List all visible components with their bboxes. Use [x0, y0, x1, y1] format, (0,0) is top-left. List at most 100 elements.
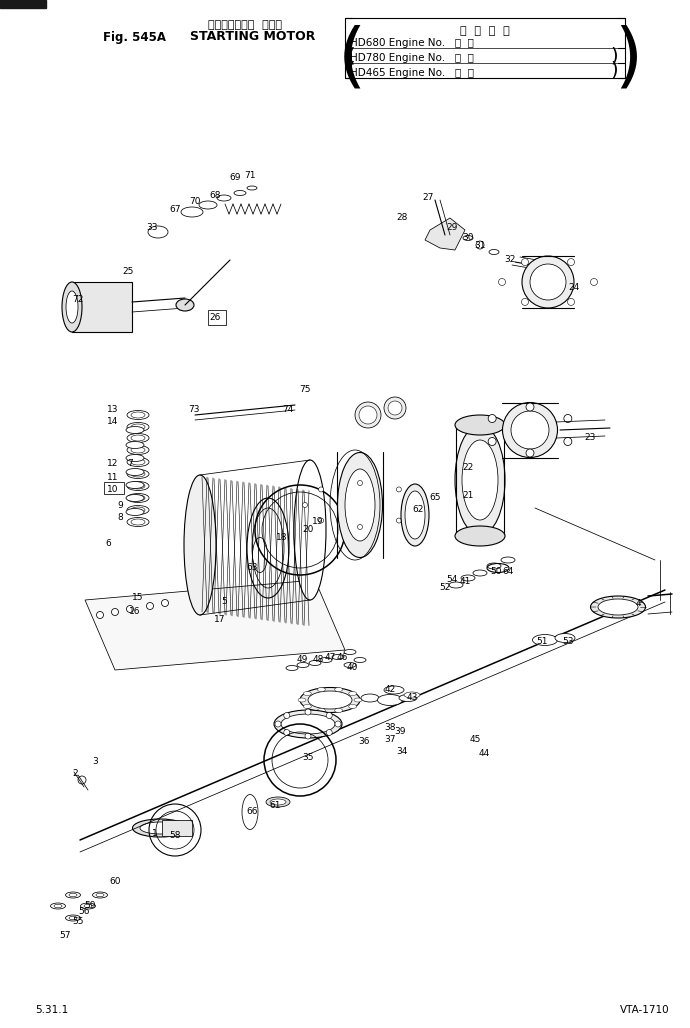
Ellipse shape [344, 650, 356, 655]
Text: 30: 30 [462, 233, 474, 243]
Ellipse shape [66, 915, 81, 921]
Text: 34: 34 [396, 747, 408, 757]
Ellipse shape [332, 655, 344, 660]
Circle shape [319, 518, 324, 523]
Text: 33: 33 [146, 223, 158, 232]
Ellipse shape [359, 406, 377, 424]
Ellipse shape [69, 916, 77, 920]
Ellipse shape [126, 481, 144, 488]
Ellipse shape [127, 506, 149, 514]
Text: 47: 47 [324, 654, 336, 662]
Text: 25: 25 [122, 267, 134, 277]
Text: 37: 37 [384, 735, 396, 744]
Text: ): ) [610, 46, 618, 65]
Bar [0, 0, 46, 8]
Ellipse shape [131, 458, 145, 465]
Text: 41: 41 [460, 578, 471, 587]
Ellipse shape [354, 658, 366, 662]
Ellipse shape [533, 634, 558, 646]
Circle shape [357, 524, 362, 529]
Ellipse shape [132, 819, 188, 837]
Ellipse shape [184, 475, 216, 615]
Ellipse shape [320, 658, 332, 662]
Text: 70: 70 [189, 197, 201, 207]
Text: 2: 2 [72, 770, 78, 778]
Ellipse shape [66, 291, 78, 323]
Circle shape [396, 487, 402, 492]
Text: ): ) [610, 61, 618, 80]
Ellipse shape [126, 494, 144, 502]
Ellipse shape [473, 570, 487, 576]
Ellipse shape [598, 599, 638, 615]
Text: 75: 75 [299, 386, 310, 395]
Ellipse shape [463, 235, 473, 241]
Circle shape [335, 721, 341, 727]
Ellipse shape [462, 440, 498, 520]
Text: 15: 15 [132, 593, 144, 602]
Text: 44: 44 [478, 749, 490, 759]
Ellipse shape [131, 483, 145, 489]
Circle shape [326, 712, 332, 719]
Bar [104, 482, 124, 494]
Text: 5.31.1: 5.31.1 [35, 1005, 68, 1015]
Text: 50: 50 [491, 567, 502, 577]
Text: 49: 49 [296, 656, 308, 664]
Ellipse shape [304, 692, 311, 696]
Polygon shape [425, 218, 465, 250]
Bar [208, 310, 226, 325]
Text: HD465 Engine No.   ：  ～: HD465 Engine No. ： ～ [350, 68, 474, 78]
Ellipse shape [501, 557, 515, 563]
Text: 29: 29 [446, 223, 457, 232]
Ellipse shape [455, 415, 505, 435]
Polygon shape [85, 580, 345, 670]
Circle shape [522, 298, 529, 305]
Text: 53: 53 [562, 637, 574, 647]
Ellipse shape [355, 402, 381, 428]
Text: VTA-1710: VTA-1710 [620, 1005, 669, 1015]
Text: 19: 19 [313, 517, 324, 526]
Circle shape [97, 612, 104, 619]
Ellipse shape [308, 691, 352, 709]
Text: 36: 36 [358, 737, 370, 746]
Text: 18: 18 [276, 534, 288, 543]
Text: 48: 48 [313, 656, 324, 664]
Text: 14: 14 [108, 417, 119, 427]
Circle shape [319, 487, 324, 492]
Text: スターティング  モータ: スターティング モータ [208, 20, 282, 30]
Ellipse shape [274, 710, 342, 738]
Ellipse shape [317, 688, 326, 692]
Text: 72: 72 [72, 295, 83, 304]
Text: 63: 63 [246, 563, 258, 573]
Circle shape [488, 414, 496, 423]
Ellipse shape [281, 714, 335, 734]
Text: 21: 21 [462, 490, 474, 500]
Circle shape [522, 259, 529, 265]
Text: 43: 43 [406, 693, 417, 701]
Ellipse shape [131, 447, 145, 453]
Text: 8: 8 [117, 514, 123, 522]
Circle shape [284, 712, 290, 719]
Text: 38: 38 [384, 724, 396, 733]
Ellipse shape [377, 695, 402, 705]
Ellipse shape [92, 892, 108, 898]
Circle shape [161, 599, 168, 607]
Text: 58: 58 [169, 831, 181, 840]
Text: HD680 Engine No.   ：  ～: HD680 Engine No. ： ～ [350, 38, 474, 48]
Text: (: ( [347, 61, 355, 80]
Ellipse shape [127, 457, 149, 467]
Ellipse shape [591, 596, 646, 618]
Ellipse shape [297, 662, 309, 667]
Ellipse shape [345, 469, 375, 541]
Ellipse shape [127, 410, 149, 419]
Circle shape [78, 776, 86, 784]
Text: 51: 51 [536, 637, 548, 647]
Ellipse shape [127, 481, 149, 490]
Text: 55: 55 [72, 918, 83, 926]
Circle shape [564, 414, 572, 423]
Text: 54: 54 [446, 576, 457, 585]
Text: 4: 4 [635, 598, 641, 608]
Ellipse shape [247, 186, 257, 190]
Text: 69: 69 [229, 173, 241, 182]
Ellipse shape [455, 425, 505, 535]
Text: 66: 66 [246, 808, 258, 816]
